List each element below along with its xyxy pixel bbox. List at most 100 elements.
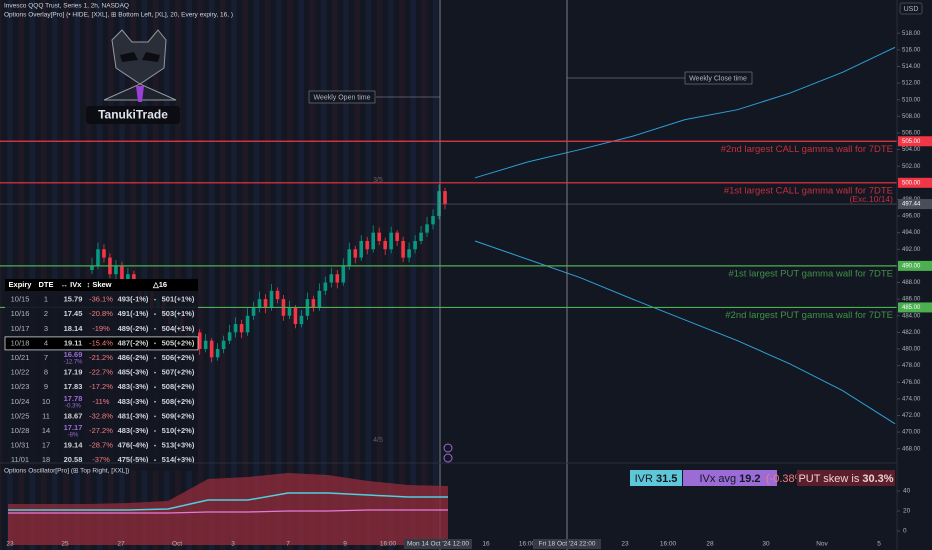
candle-body xyxy=(90,265,94,271)
candle-body xyxy=(197,332,202,349)
band xyxy=(164,0,170,550)
candle-body xyxy=(293,307,298,325)
table-cell: 14 xyxy=(42,426,50,435)
candle-body xyxy=(203,340,208,349)
y-tick-label: 514.00 xyxy=(902,64,921,70)
y-tick-label: 482.00 xyxy=(902,330,921,336)
y-tick-label: 488.00 xyxy=(902,280,921,286)
y-tick-label: 470.00 xyxy=(902,430,921,436)
table-cell: 10/16 xyxy=(11,309,30,318)
table-cell: 509(+2%) xyxy=(162,411,195,420)
x-tick-label: 9 xyxy=(343,541,347,548)
table-cell: 10/15 xyxy=(11,295,30,304)
band xyxy=(108,0,114,550)
table-cell: 17.83 xyxy=(64,382,83,391)
logo-plate xyxy=(86,106,180,124)
table-cell: 491(-1%) xyxy=(118,309,149,318)
table-cell: 16.69 xyxy=(64,350,83,359)
candle-body xyxy=(425,224,429,233)
candle-body xyxy=(114,265,118,275)
table-cell: 493(-1%) xyxy=(118,295,149,304)
candle-body xyxy=(407,249,411,258)
separator-dot xyxy=(154,298,156,301)
candle-body xyxy=(96,249,100,266)
time-box xyxy=(533,539,601,549)
candle-body xyxy=(269,290,274,308)
y-tick-label: 484.00 xyxy=(902,313,921,319)
table-cell: -22.7% xyxy=(89,368,113,377)
band xyxy=(432,0,439,550)
x-tick-label: 27 xyxy=(117,541,125,548)
band xyxy=(388,0,394,550)
table-cell: -19% xyxy=(92,324,110,333)
y-tick-label: 508.00 xyxy=(902,114,921,120)
projection-line xyxy=(474,46,896,179)
candle-body xyxy=(263,299,268,308)
y-tick-label: 40 xyxy=(903,488,911,495)
table-cell: 9 xyxy=(44,382,48,391)
table-header: ↕ Skew xyxy=(86,280,111,289)
band xyxy=(298,0,304,550)
badge-part: 31.5 xyxy=(656,473,677,485)
candle-body xyxy=(120,265,124,283)
band xyxy=(18,0,24,550)
oscillator-pane: IVR 31.5 IVx avg 19.2 (-0.38%)PUT skew is 30.… xyxy=(8,470,895,545)
badge-text: IVx avg 19.2 xyxy=(699,473,760,485)
count-label: 4/5 xyxy=(373,437,383,444)
badge-part: IVx avg xyxy=(699,473,736,485)
wall-text: #1st largest CALL gamma wall for 7DTE xyxy=(724,185,893,196)
band xyxy=(197,0,204,550)
separator-dot xyxy=(154,342,156,345)
candle-body xyxy=(419,232,423,241)
candle-body xyxy=(431,216,435,225)
highlight-row xyxy=(4,336,199,351)
separator-dot xyxy=(154,400,156,403)
y-tick-label: 506.00 xyxy=(902,131,921,137)
table-subcell: -8% xyxy=(68,433,79,439)
table-cell: 10/17 xyxy=(11,324,30,333)
wall-tag-label: 505.00 xyxy=(902,139,921,145)
wall-text: #1st largest PUT gamma wall for 7DTE xyxy=(728,268,893,279)
wall-tag-label: 500.00 xyxy=(902,180,921,186)
band xyxy=(231,0,237,550)
last-price-tag xyxy=(898,199,932,210)
wall-tag-label: 490.00 xyxy=(902,263,921,269)
band xyxy=(141,0,148,550)
candle-body xyxy=(102,249,106,258)
y-tick-label: 468.00 xyxy=(902,446,921,452)
time-box xyxy=(404,539,472,549)
table-cell: 20.58 xyxy=(64,455,83,464)
band xyxy=(253,0,260,550)
x-tick-label: Oct xyxy=(172,541,182,548)
table-cell: -37% xyxy=(92,455,110,464)
table-subcell: -12.7% xyxy=(63,360,83,366)
badge-text: PUT skew is 30.3% xyxy=(798,473,893,485)
candle-body xyxy=(299,315,304,325)
table-cell: -21.2% xyxy=(89,353,113,362)
band xyxy=(264,0,271,550)
band xyxy=(175,0,181,550)
candle-body xyxy=(353,249,358,258)
band xyxy=(242,0,248,550)
table-header-bg xyxy=(5,279,198,291)
badge xyxy=(683,470,777,486)
badge xyxy=(630,470,682,486)
candle-body xyxy=(227,332,232,341)
currency-box xyxy=(899,2,923,15)
time-axis: 23 25 27 Oct 3 7 9 16:00 Mon 14 Oct '24 12:00 16 1… xyxy=(6,539,881,549)
x-tick-label: Fri 18 Oct '24 22:00 xyxy=(539,541,596,548)
y-tick-label: 502.00 xyxy=(902,164,921,170)
candle-body xyxy=(347,249,352,266)
y-tick-label: 512.00 xyxy=(902,81,921,87)
candle-body xyxy=(233,324,238,333)
y-tick-label: 474.00 xyxy=(902,396,921,402)
x-tick-label: 7 xyxy=(286,541,290,548)
logo-text: TanukiTrade xyxy=(98,108,168,122)
candle-body xyxy=(287,307,292,316)
band xyxy=(186,0,192,550)
table-cell: 8 xyxy=(44,368,48,377)
table-cell: 481(-3%) xyxy=(118,411,149,420)
table-cell: -32.8% xyxy=(89,411,113,420)
table-cell: 510(+2%) xyxy=(162,426,195,435)
wall-tag xyxy=(898,136,932,147)
